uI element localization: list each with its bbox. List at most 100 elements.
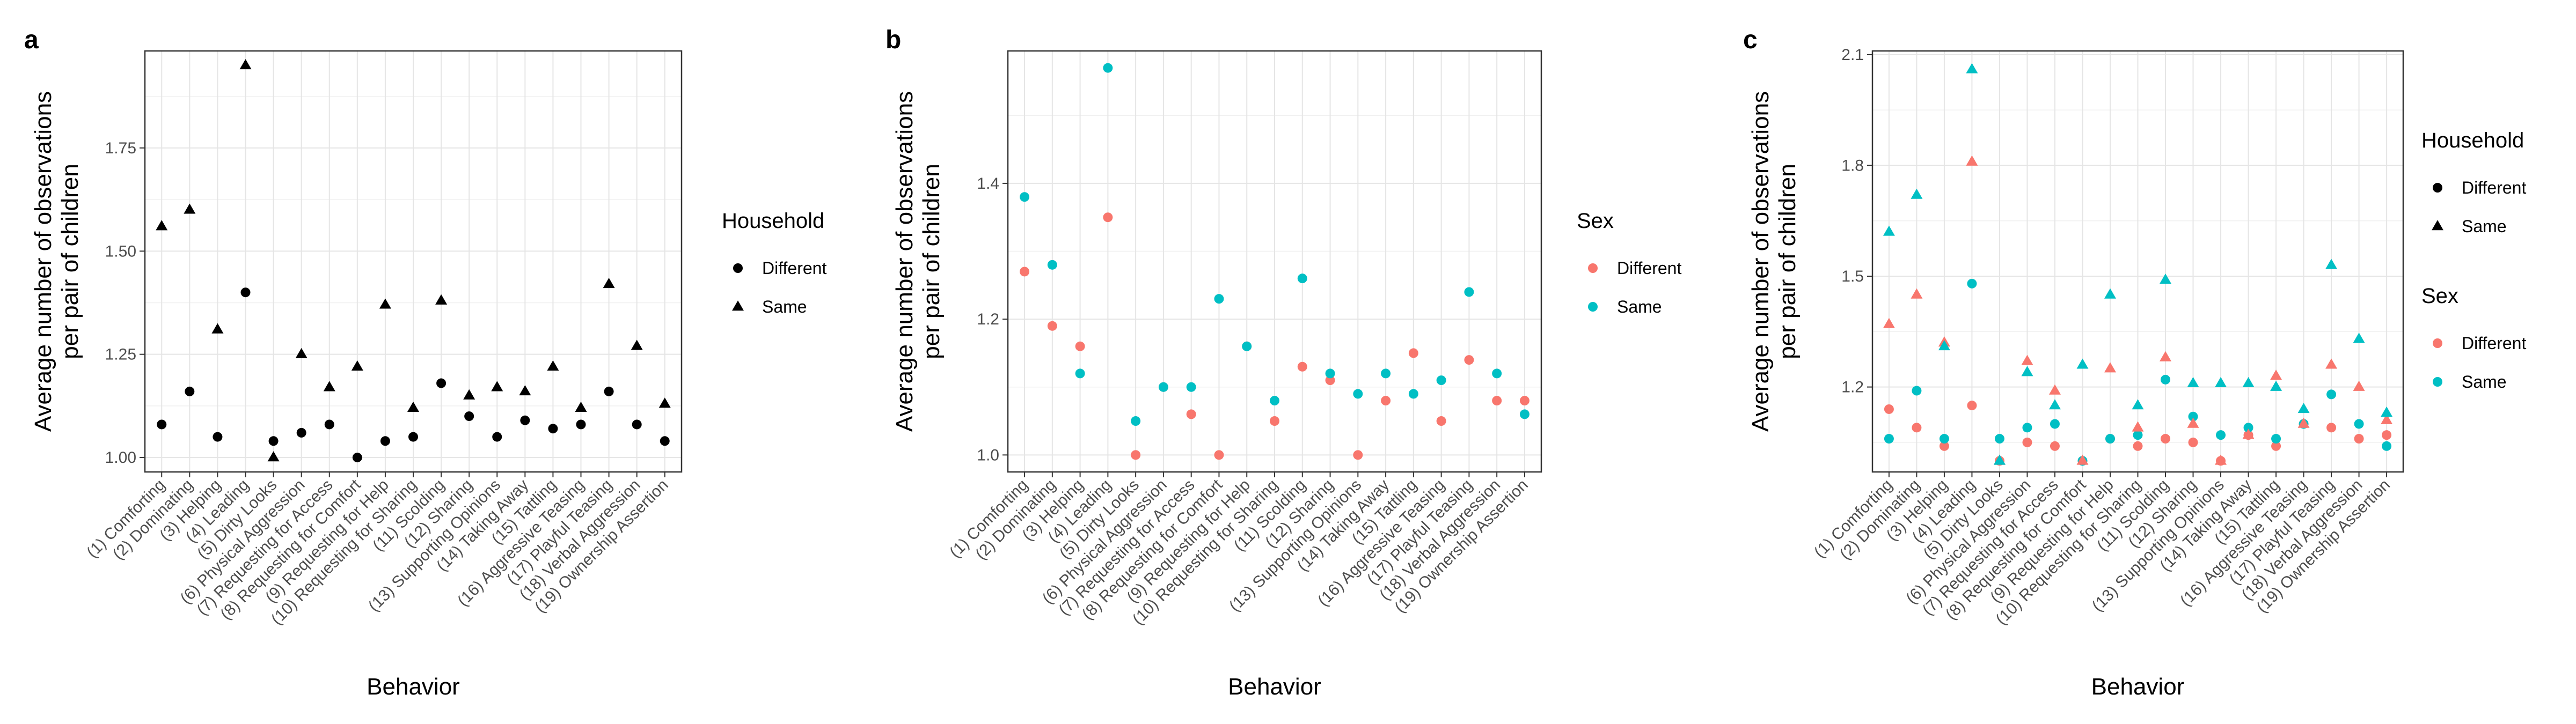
legend: Household Different Same Sex Different Same [2421, 129, 2526, 391]
data-point [324, 419, 334, 430]
data-point [1994, 434, 2004, 444]
data-point [2161, 374, 2171, 385]
data-point [2215, 376, 2227, 387]
data-point [548, 424, 558, 434]
y-axis-title: Average number of observationsper pair o… [30, 91, 83, 432]
data-point [2022, 423, 2032, 433]
data-point [2271, 441, 2281, 451]
legend-key [2433, 183, 2442, 193]
data-point [1103, 63, 1113, 73]
data-point [1353, 389, 1363, 399]
legend-title: Sex [1577, 209, 1614, 233]
data-point [1297, 274, 1307, 284]
y-tick-label: 1.8 [1841, 157, 1864, 174]
data-point [632, 419, 642, 430]
data-point [1020, 267, 1030, 277]
y-axis-title-line: per pair of children [1774, 164, 1801, 359]
y-axis-title-line: Average number of observations [1747, 91, 1774, 432]
y-tick-label: 1.50 [105, 242, 136, 260]
data-point [2133, 441, 2143, 451]
legend-label: Different [2462, 334, 2526, 353]
data-point [2048, 384, 2061, 395]
data-point [380, 436, 390, 446]
data-point [1158, 382, 1168, 392]
y-tick-label: 1.00 [105, 449, 136, 467]
x-axis-title: Behavior [2091, 674, 2185, 700]
data-point [213, 432, 223, 442]
data-point [1131, 416, 1141, 426]
data-point [575, 401, 587, 412]
data-point [1492, 396, 1502, 406]
data-point [2354, 434, 2364, 444]
x-axis-title: Behavior [1228, 674, 1321, 700]
legend: Sex Different Same [1577, 209, 1681, 316]
data-point [2353, 380, 2365, 391]
data-point [185, 386, 195, 396]
data-point [492, 432, 502, 442]
data-point [1186, 382, 1196, 392]
legend-title: Household [722, 209, 824, 233]
data-point [296, 427, 306, 438]
data-point [1214, 294, 1224, 304]
data-point [1966, 155, 1978, 166]
data-point [267, 451, 280, 462]
data-point [1408, 348, 1418, 358]
data-point [2381, 413, 2393, 424]
panel-tag: a [24, 26, 39, 54]
data-point [1967, 401, 1977, 411]
data-point [2076, 454, 2089, 465]
legend-label: Different [2462, 178, 2526, 197]
data-point [2076, 358, 2089, 369]
data-point [1492, 368, 1502, 379]
legend-title: Sex [2421, 284, 2458, 308]
data-point [2021, 354, 2033, 365]
legend: Household Different Same [722, 209, 826, 316]
data-point [2022, 437, 2032, 447]
y-tick-label: 1.5 [1841, 268, 1864, 285]
data-point [491, 381, 503, 391]
data-point [1353, 450, 1363, 460]
data-point [1883, 225, 1895, 236]
data-point [2326, 423, 2337, 433]
data-point [2160, 351, 2172, 361]
y-axis-title-line: Average number of observations [891, 91, 918, 432]
data-point [1912, 423, 1922, 433]
data-point [2297, 417, 2310, 428]
data-point [660, 436, 670, 446]
y-axis-title-line: Average number of observations [30, 91, 56, 432]
data-point [2161, 434, 2171, 444]
data-point [2297, 403, 2310, 413]
data-point [1297, 361, 1307, 372]
data-point [1884, 434, 1894, 444]
data-point [2242, 429, 2255, 439]
data-points [156, 59, 671, 463]
data-point [2187, 376, 2199, 387]
data-point [547, 360, 559, 371]
data-point [1966, 63, 1978, 73]
panel-tag: b [885, 26, 901, 54]
data-point [435, 294, 448, 305]
y-tick-label: 1.2 [977, 311, 999, 328]
data-point [156, 220, 168, 231]
data-point [1047, 260, 1057, 270]
data-point [239, 59, 252, 70]
data-point [520, 415, 530, 425]
panel-c: c1.21.51.82.1(1) Comforting(2) Dominatin… [1743, 26, 2526, 700]
y-axis-title: Average number of observationsper pair o… [1747, 91, 1801, 432]
data-point [2216, 430, 2226, 440]
legend-label: Same [2462, 372, 2507, 391]
legend-label: Different [762, 258, 826, 278]
data-point [2326, 389, 2337, 400]
data-point [157, 419, 167, 430]
x-axis-title: Behavior [367, 674, 460, 700]
data-point [351, 360, 363, 371]
data-points [1020, 63, 1529, 460]
data-point [352, 453, 362, 463]
data-point [1911, 188, 1923, 199]
data-point [1464, 287, 1474, 297]
legend-label: Same [1617, 297, 1662, 316]
data-point [2353, 333, 2365, 343]
data-point [1967, 278, 1977, 289]
data-point [1911, 288, 1923, 299]
